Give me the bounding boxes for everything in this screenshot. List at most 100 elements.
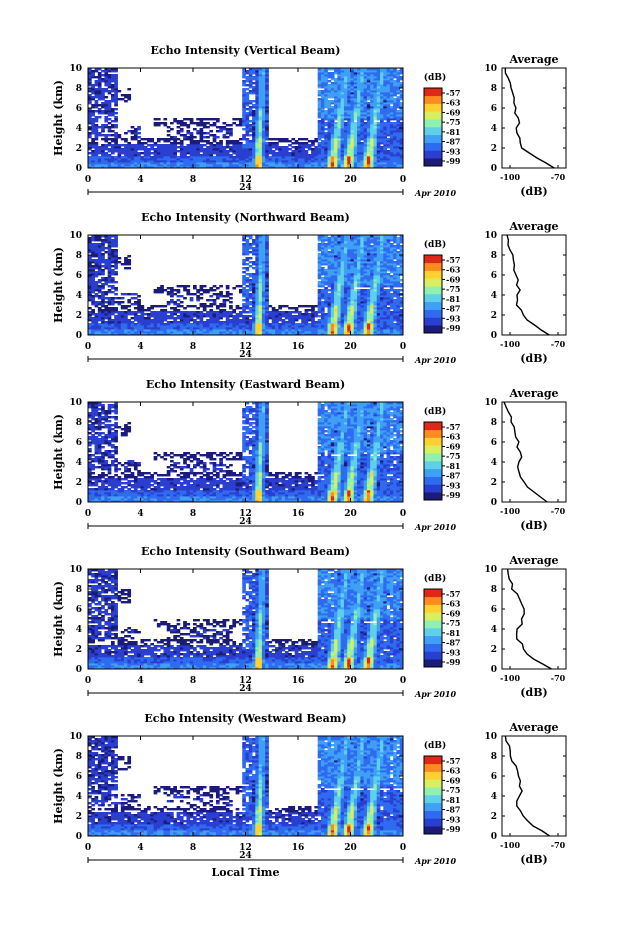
echo-cell [281, 313, 286, 316]
echo-cell [255, 126, 260, 129]
echo-cell [186, 164, 191, 167]
echo-cell [324, 128, 328, 131]
echo-cell [193, 166, 197, 169]
echo-cell [166, 311, 171, 314]
echo-cell [258, 122, 263, 125]
echo-cell [350, 92, 355, 95]
echo-cell [320, 247, 325, 250]
echo-cell [278, 305, 282, 308]
echo-cell [288, 325, 292, 328]
echo-cell [94, 102, 99, 105]
echo-cell [340, 124, 345, 127]
echo-cell [268, 152, 273, 155]
echo-cell [288, 162, 292, 165]
echo-cell [107, 156, 112, 159]
echo-cell [350, 114, 355, 117]
echo-cell [199, 120, 204, 123]
echo-cell [383, 96, 387, 99]
echo-cell [114, 108, 118, 111]
echo-cell [261, 245, 266, 248]
echo-cell [363, 102, 368, 105]
echo-cell [110, 327, 115, 330]
echo-cell [88, 164, 92, 167]
echo-cell [317, 283, 322, 286]
echo-cell [189, 297, 194, 300]
echo-cell [94, 243, 99, 246]
echo-cell [357, 146, 361, 149]
echo-cell [101, 279, 105, 282]
echo-cell [94, 80, 99, 83]
echo-cell [202, 156, 207, 159]
echo-cell [196, 327, 200, 330]
echo-cell [245, 267, 250, 270]
echo-cell [320, 251, 325, 254]
echo-cell [258, 271, 263, 274]
echo-cell [327, 100, 332, 103]
echo-cell [258, 297, 263, 300]
echo-cell [370, 70, 374, 73]
echo-cell [353, 122, 358, 125]
echo-cell [242, 283, 246, 286]
echo-cell [376, 136, 381, 139]
echo-cell [337, 120, 342, 123]
echo-cell [225, 285, 230, 288]
echo-cell [248, 257, 253, 260]
echo-cell [97, 92, 102, 95]
echo-cell [380, 94, 384, 97]
echo-cell [235, 146, 240, 149]
echo-cell [366, 112, 371, 115]
echo-cell [281, 140, 286, 143]
echo-cell [376, 82, 381, 85]
echo-cell [386, 140, 391, 143]
echo-cell [261, 329, 266, 332]
echo-cell [202, 325, 207, 328]
echo-cell [255, 237, 260, 240]
echo-cell [330, 78, 335, 81]
echo-cell [343, 114, 348, 117]
echo-cell [91, 251, 95, 254]
echo-cell [314, 311, 319, 314]
echo-cell [268, 323, 273, 326]
echo-cell [304, 160, 309, 163]
echo-cell [396, 70, 401, 73]
echo-cell [350, 146, 355, 149]
echo-cell [176, 305, 181, 308]
echo-cell [196, 160, 200, 163]
echo-cell [324, 305, 328, 308]
echo-cell [258, 263, 263, 266]
echo-cell [386, 100, 391, 103]
echo-cell [130, 138, 135, 141]
echo-cell [376, 68, 381, 71]
echo-cell [340, 146, 345, 149]
echo-cell [347, 102, 351, 105]
echo-cell [206, 162, 210, 165]
echo-cell [340, 106, 345, 109]
echo-cell [114, 82, 118, 85]
echo-cell [117, 327, 122, 330]
echo-cell [215, 307, 220, 310]
echo-cell [229, 134, 233, 137]
echo-cell [91, 152, 95, 155]
echo-cell [271, 315, 276, 318]
echo-cell [176, 315, 181, 318]
echo-cell [130, 154, 135, 157]
echo-cell [242, 90, 246, 93]
echo-cell [229, 305, 233, 308]
echo-cell [317, 247, 322, 250]
echo-cell [357, 154, 361, 157]
echo-cell [340, 76, 345, 79]
echo-cell [245, 331, 250, 334]
echo-cell [94, 287, 99, 290]
echo-cell [242, 120, 246, 123]
echo-cell [317, 68, 322, 71]
echo-cell [350, 86, 355, 89]
echo-cell [252, 307, 256, 310]
echo-cell [160, 158, 164, 161]
echo-cell [107, 333, 112, 336]
echo-cell [91, 273, 95, 276]
echo-cell [337, 82, 342, 85]
echo-cell [393, 104, 397, 107]
echo-cell [389, 74, 394, 77]
echo-cell [350, 80, 355, 83]
echo-cell [399, 112, 404, 115]
